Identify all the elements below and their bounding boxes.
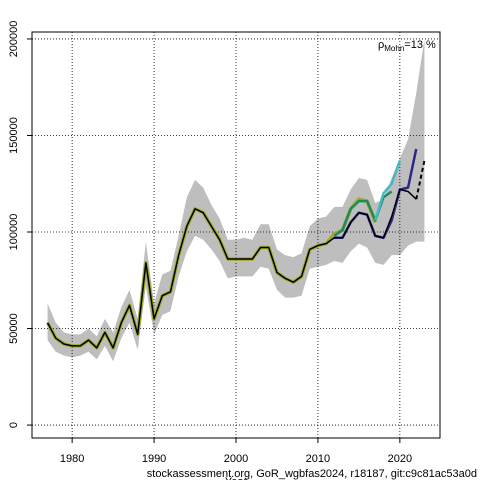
y-tick-label: 200000 — [8, 21, 20, 58]
mohn-rho: ρMohn=13 % — [378, 39, 436, 53]
y-tick-label: 50000 — [8, 313, 20, 344]
x-tick-label: 1980 — [60, 453, 84, 465]
x-tick-label: 2010 — [306, 453, 330, 465]
x-tick-label: 2020 — [388, 453, 412, 465]
footer: stockassessment.org, GoR_wgbfas2024, r18… — [147, 468, 477, 480]
y-tick-label: 0 — [8, 422, 20, 428]
rho-subscript: Mohn — [384, 44, 404, 53]
x-tick-label: 1990 — [142, 453, 166, 465]
x-tick-label: 2000 — [224, 453, 248, 465]
series-line — [46, 188, 417, 349]
x-axis-label: Year — [225, 476, 248, 480]
rho-symbol: ρ — [378, 39, 384, 51]
plot-frame — [31, 31, 441, 439]
y-tick-label: 150000 — [8, 117, 20, 154]
confidence-band — [47, 38, 425, 362]
rho-value: =13 % — [404, 39, 436, 51]
series-line — [374, 160, 402, 221]
y-tick-label: 100000 — [8, 214, 20, 251]
